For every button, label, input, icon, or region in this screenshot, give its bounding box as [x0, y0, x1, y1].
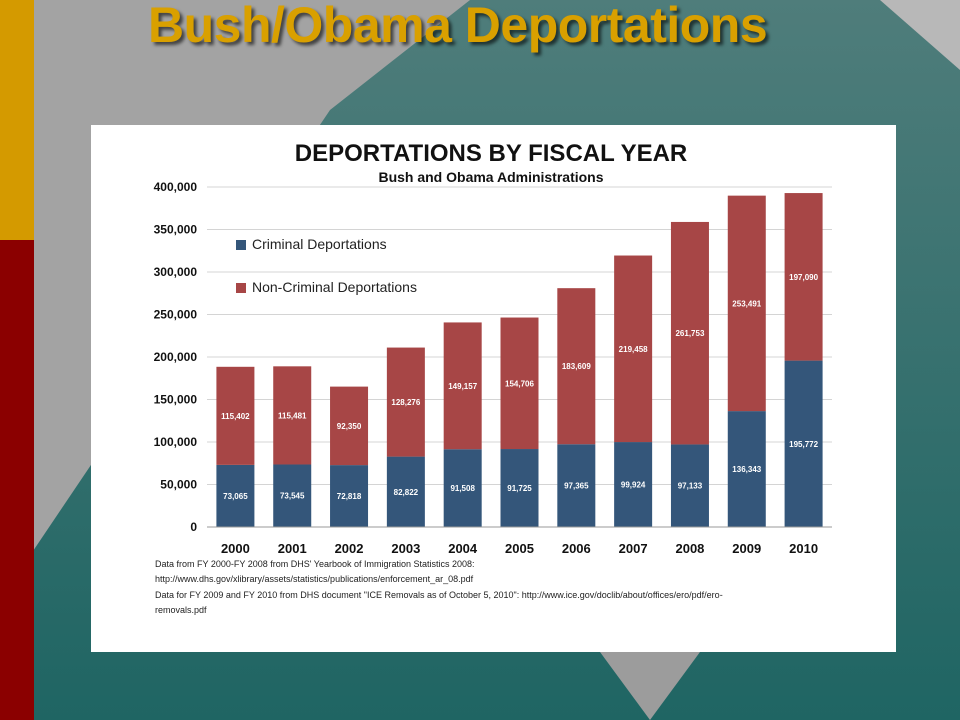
x-tick-label: 2002 — [335, 541, 364, 556]
bar-criminal — [216, 464, 255, 527]
data-label: 91,725 — [507, 484, 532, 493]
data-label: 115,402 — [221, 412, 250, 421]
x-tick-label: 2007 — [619, 541, 648, 556]
bar-criminal — [443, 449, 482, 527]
chart-title: DEPORTATIONS BY FISCAL YEAR — [295, 140, 688, 167]
x-tick-label: 2010 — [789, 541, 818, 556]
x-tick-label: 2005 — [505, 541, 534, 556]
x-tick-label: 2000 — [221, 541, 250, 556]
red-accent-bar — [0, 240, 34, 720]
bar-non-criminal — [273, 366, 312, 465]
x-tick-label: 2006 — [562, 541, 591, 556]
data-labels: 73,065 115,402 73,545 115,481 72,818 92,350 82… — [221, 273, 818, 501]
bar-non-criminal — [784, 193, 823, 361]
legend: Criminal Deportations Non-Criminal Deport… — [236, 236, 417, 295]
legend-swatch — [236, 240, 246, 250]
bar-non-criminal — [557, 288, 596, 445]
y-tick-label: 350,000 — [154, 223, 198, 237]
bar-non-criminal — [670, 221, 709, 445]
bar-non-criminal — [727, 195, 766, 412]
bar-criminal — [670, 444, 709, 527]
bars — [216, 193, 823, 527]
bar-criminal — [273, 464, 312, 527]
data-label: 149,157 — [448, 382, 477, 391]
bottom-gray-notch — [600, 652, 700, 720]
x-axis-tick-labels: 2000 2001 2002 2003 2004 2005 2006 2007 2008 2009… — [221, 541, 818, 556]
bar-non-criminal — [330, 386, 369, 466]
data-label: 82,822 — [394, 488, 419, 497]
data-label: 92,350 — [337, 422, 362, 431]
data-label: 197,090 — [789, 273, 818, 282]
data-label: 253,491 — [732, 299, 761, 308]
source-note-line-1: Data from FY 2000-FY 2008 from DHS' Year… — [155, 559, 475, 569]
gold-accent-bar — [0, 0, 34, 240]
source-note-line-4: removals.pdf — [155, 605, 207, 615]
data-label: 97,365 — [564, 482, 589, 491]
data-label: 128,276 — [391, 398, 420, 407]
source-note-line-3: Data for FY 2009 and FY 2010 from DHS do… — [155, 590, 723, 600]
data-label: 183,609 — [562, 362, 591, 371]
bar-criminal — [330, 465, 369, 527]
bar-criminal — [727, 411, 766, 527]
data-label: 72,818 — [337, 492, 362, 501]
y-axis-tick-labels: 0 50,000 100,000 150,000 200,000 250,000 300,0… — [154, 180, 198, 534]
x-tick-label: 2004 — [448, 541, 478, 556]
data-label: 136,343 — [732, 465, 761, 474]
data-label: 73,545 — [280, 492, 305, 501]
y-tick-label: 150,000 — [154, 393, 198, 407]
data-label: 154,706 — [505, 379, 534, 388]
y-tick-label: 300,000 — [154, 265, 198, 279]
bar-criminal — [784, 360, 823, 527]
source-note-line-2: http://www.dhs.gov/xlibrary/assets/stati… — [155, 574, 474, 584]
data-label: 97,133 — [678, 482, 703, 491]
bar-criminal — [500, 449, 539, 527]
data-label: 115,481 — [278, 411, 307, 420]
top-right-gray-corner — [880, 0, 960, 70]
data-label: 91,508 — [450, 484, 475, 493]
y-tick-label: 100,000 — [154, 435, 198, 449]
y-tick-label: 400,000 — [154, 180, 198, 194]
chart-panel: DEPORTATIONS BY FISCAL YEAR Bush and Oba… — [91, 125, 896, 652]
data-label: 195,772 — [789, 440, 818, 449]
y-tick-label: 200,000 — [154, 350, 198, 364]
data-label: 73,065 — [223, 492, 248, 501]
slide-title: Bush/Obama Deportations — [148, 0, 768, 53]
y-tick-label: 0 — [190, 520, 197, 534]
x-tick-label: 2001 — [278, 541, 307, 556]
y-tick-label: 50,000 — [160, 478, 197, 492]
data-label: 219,458 — [619, 345, 648, 354]
x-tick-label: 2008 — [675, 541, 704, 556]
bar-non-criminal — [386, 347, 425, 457]
legend-label: Criminal Deportations — [252, 236, 387, 252]
bar-non-criminal — [216, 366, 255, 465]
data-label: 261,753 — [675, 329, 704, 338]
bar-criminal — [614, 442, 653, 527]
bar-criminal — [386, 456, 425, 527]
x-tick-label: 2003 — [391, 541, 420, 556]
chart-subtitle: Bush and Obama Administrations — [378, 169, 603, 185]
data-label: 99,924 — [621, 481, 646, 490]
bar-criminal — [557, 444, 596, 527]
y-tick-label: 250,000 — [154, 308, 198, 322]
legend-swatch — [236, 283, 246, 293]
bar-non-criminal — [443, 322, 482, 450]
bar-non-criminal — [614, 255, 653, 443]
stacked-bar-chart: DEPORTATIONS BY FISCAL YEAR Bush and Oba… — [154, 140, 832, 556]
legend-label: Non-Criminal Deportations — [252, 279, 417, 295]
x-tick-label: 2009 — [732, 541, 761, 556]
bar-non-criminal — [500, 317, 539, 450]
